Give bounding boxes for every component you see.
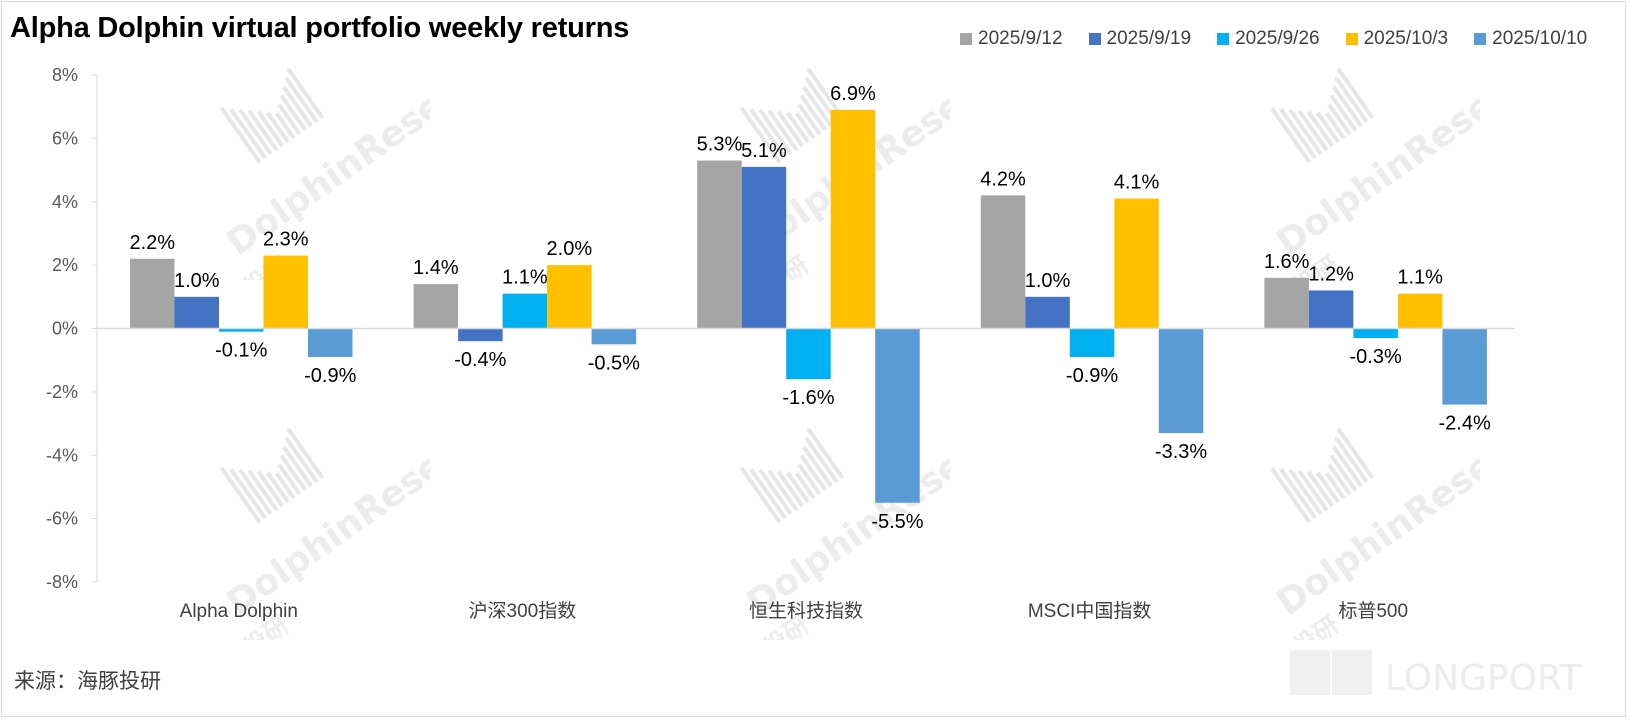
y-tick-label: 2% [52, 255, 78, 275]
data-label: 4.1% [1114, 172, 1160, 194]
category-label: 沪深300指数 [469, 600, 577, 622]
data-label: -1.6% [782, 387, 834, 409]
bar [875, 328, 920, 503]
data-label: 2.3% [263, 229, 309, 251]
data-label: 1.6% [1264, 251, 1310, 273]
data-label: -3.3% [1155, 441, 1207, 463]
y-tick-label: -2% [46, 382, 78, 402]
legend-swatch [1474, 33, 1487, 45]
data-label: -0.9% [304, 365, 356, 387]
data-label: -2.4% [1439, 413, 1491, 435]
legend-label: 2025/9/26 [1235, 28, 1320, 49]
bar [1353, 328, 1398, 339]
bar [1397, 293, 1443, 329]
legend: 2025/9/12 2025/9/19 2025/9/26 2025/10/3 2025… [960, 28, 1587, 50]
data-label: 1.1% [1397, 267, 1443, 289]
data-label: -0.4% [454, 349, 506, 371]
y-tick-label: -6% [46, 509, 78, 529]
data-label: 5.1% [741, 140, 787, 162]
legend-item: 2025/9/12 [960, 28, 1063, 50]
legend-swatch [1345, 33, 1358, 45]
bar [263, 255, 308, 329]
data-label: -0.3% [1350, 346, 1402, 368]
data-label: 1.0% [1025, 270, 1071, 292]
legend-item: 2025/9/19 [1088, 28, 1192, 50]
bar [786, 328, 831, 380]
legend-label: 2025/9/19 [1106, 28, 1192, 49]
category-label: MSCI中国指数 [1028, 600, 1152, 622]
legend-label: 2025/10/3 [1363, 28, 1449, 49]
legend-swatch [1217, 33, 1230, 45]
legend-swatch [1088, 33, 1101, 45]
data-label: 2.0% [547, 238, 593, 260]
y-tick-label: 0% [52, 319, 78, 339]
data-label: 1.0% [174, 270, 220, 292]
bar [1158, 328, 1204, 434]
bar [1114, 198, 1159, 329]
legend-item: 2025/10/10 [1474, 28, 1587, 50]
bar [502, 293, 548, 329]
bar [741, 166, 787, 329]
data-label: -5.5% [871, 511, 923, 533]
y-tick-label: 4% [52, 192, 78, 212]
bar [413, 284, 459, 329]
legend-item: 2025/10/3 [1345, 28, 1449, 50]
data-label: -0.9% [1066, 365, 1118, 387]
legend-label: 2025/9/12 [978, 28, 1063, 49]
category-label: Alpha Dolphin [180, 601, 298, 622]
source-note: 来源：海豚投研 [14, 669, 161, 693]
bar [830, 109, 876, 329]
legend-item: 2025/9/26 [1217, 28, 1320, 50]
bar [1069, 328, 1115, 358]
data-label: 1.1% [502, 267, 548, 289]
data-label: -0.5% [588, 352, 640, 374]
bar [1442, 328, 1487, 405]
category-label: 恒生科技指数 [749, 600, 863, 622]
bar [219, 328, 264, 332]
data-label: 6.9% [830, 83, 876, 105]
y-tick-label: 8% [52, 65, 78, 85]
bar [130, 258, 175, 329]
bar [980, 195, 1026, 329]
category-label: 标普500 [1338, 600, 1408, 622]
bar [458, 328, 503, 342]
data-label: 4.2% [980, 168, 1026, 190]
legend-label: 2025/10/10 [1492, 28, 1588, 49]
data-label: 2.2% [129, 232, 175, 254]
bar [697, 160, 742, 329]
y-tick-label: 6% [52, 128, 78, 148]
bar [547, 265, 592, 329]
bar [308, 328, 353, 358]
y-tick-label: -4% [46, 445, 78, 465]
data-label: 5.3% [697, 134, 743, 156]
bar [1025, 296, 1070, 329]
y-tick-label: -8% [46, 572, 78, 592]
bar [591, 328, 637, 345]
bar [1308, 290, 1354, 329]
bar [174, 296, 219, 329]
chart-title: Alpha Dolphin virtual portfolio weekly r… [10, 12, 630, 44]
data-label: -0.1% [215, 340, 267, 362]
data-label: 1.4% [413, 257, 459, 279]
bar [1264, 277, 1309, 329]
legend-swatch [960, 33, 972, 45]
data-label: 1.2% [1308, 263, 1354, 285]
